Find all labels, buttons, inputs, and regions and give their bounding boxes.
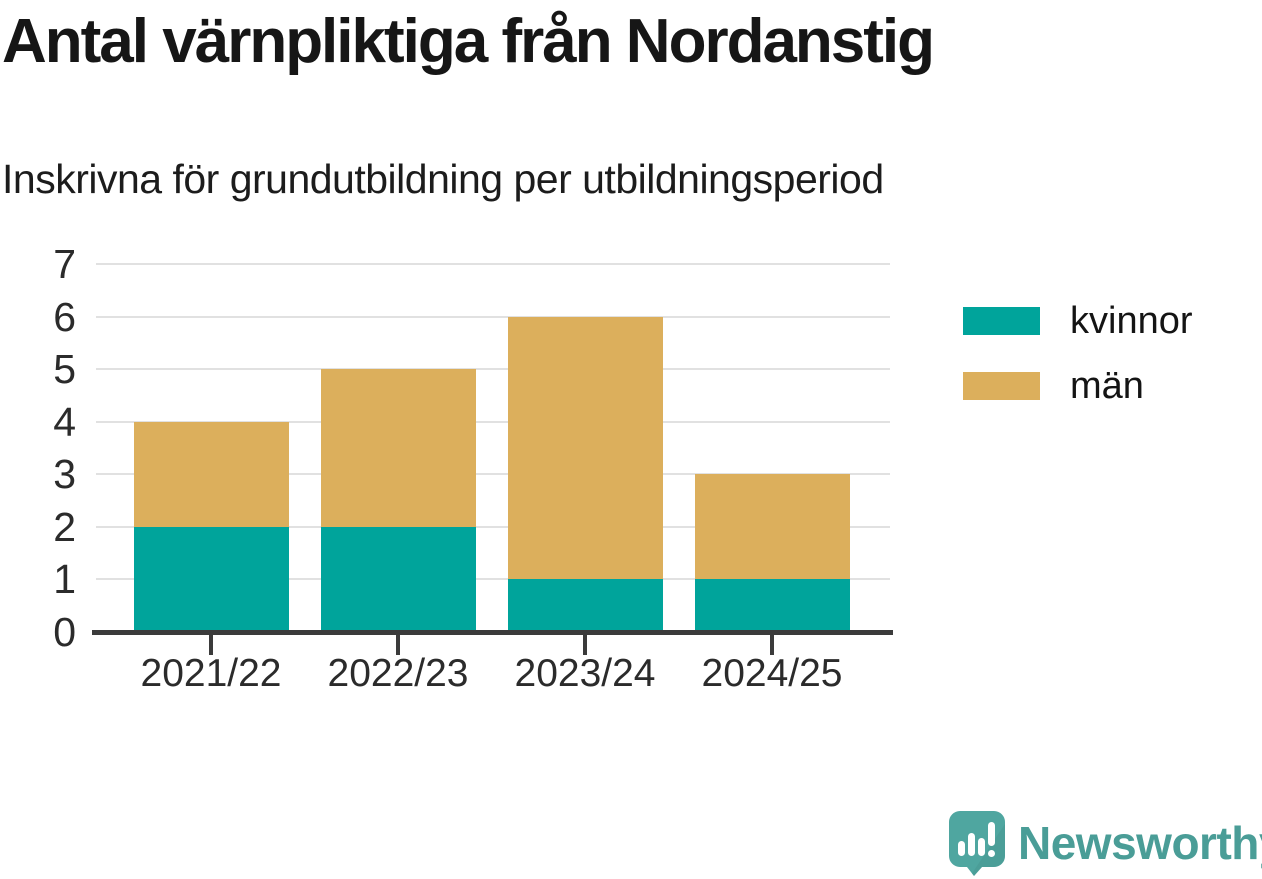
bar-2024/25 <box>694 474 850 632</box>
gridline-y6 <box>96 315 890 318</box>
y-tick-label-0: 0 <box>53 609 76 655</box>
x-tick-label-2021/22: 2021/22 <box>140 652 282 695</box>
gridline-y3 <box>96 473 890 476</box>
legend-label-kvinnor: kvinnor <box>1070 300 1193 342</box>
bar-segment-män-2022/23 <box>320 369 476 527</box>
bar-segment-män-2024/25 <box>694 474 850 580</box>
bar-segment-kvinnor-2022/23 <box>320 526 476 632</box>
y-tick-label-2: 2 <box>53 503 76 550</box>
legend-label-män: män <box>1070 365 1144 407</box>
brand-footer: Newsworthy <box>948 810 1262 876</box>
gridline-y2 <box>96 525 890 528</box>
gridline-y1 <box>96 578 890 581</box>
y-tick-label-3: 3 <box>53 451 76 498</box>
brand-name: Newsworthy <box>1018 817 1262 869</box>
legend-swatch-män <box>963 372 1040 400</box>
chart-subtitle: Inskrivna för grundutbildning per utbild… <box>2 156 884 202</box>
bar-segment-kvinnor-2024/25 <box>694 579 850 632</box>
bar-segment-kvinnor-2021/22 <box>133 526 289 632</box>
legend-swatch-kvinnor <box>963 307 1040 335</box>
x-axis-line <box>92 630 893 635</box>
x-tick-2021/22 <box>209 635 213 655</box>
x-tick-2024/25 <box>770 635 774 655</box>
legend-item-män: män <box>963 367 1193 405</box>
gridline-y7 <box>96 263 890 265</box>
gridline-y5 <box>96 368 890 371</box>
x-tick-label-2023/24: 2023/24 <box>514 652 656 695</box>
y-tick-label-5: 5 <box>53 346 76 393</box>
x-tick-2022/23 <box>396 635 400 655</box>
bar-segment-män-2023/24 <box>507 316 663 580</box>
newsworthy-logo-icon <box>949 811 1005 876</box>
bar-segment-kvinnor-2023/24 <box>507 579 663 632</box>
plot-area <box>96 263 890 632</box>
x-tick-label-2024/25: 2024/25 <box>701 652 843 695</box>
x-tick-2023/24 <box>583 635 587 655</box>
legend-item-kvinnor: kvinnor <box>963 302 1193 340</box>
gridline-y4 <box>96 420 890 423</box>
x-tick-label-2022/23: 2022/23 <box>327 652 469 695</box>
bar-2023/24 <box>507 316 663 632</box>
chart-title: Antal värnpliktiga från Nordanstig <box>2 7 935 76</box>
legend: kvinnor män <box>963 302 1193 432</box>
y-tick-label-6: 6 <box>53 293 76 340</box>
y-tick-label-4: 4 <box>53 398 76 445</box>
bubble-shade <box>972 824 1005 876</box>
y-tick-label-7: 7 <box>53 241 76 287</box>
bar-2021/22 <box>133 421 289 632</box>
bar-segment-män-2021/22 <box>133 421 289 527</box>
y-tick-label-1: 1 <box>53 556 76 603</box>
bar-chart-glyph <box>958 822 995 857</box>
bar-2022/23 <box>320 369 476 632</box>
